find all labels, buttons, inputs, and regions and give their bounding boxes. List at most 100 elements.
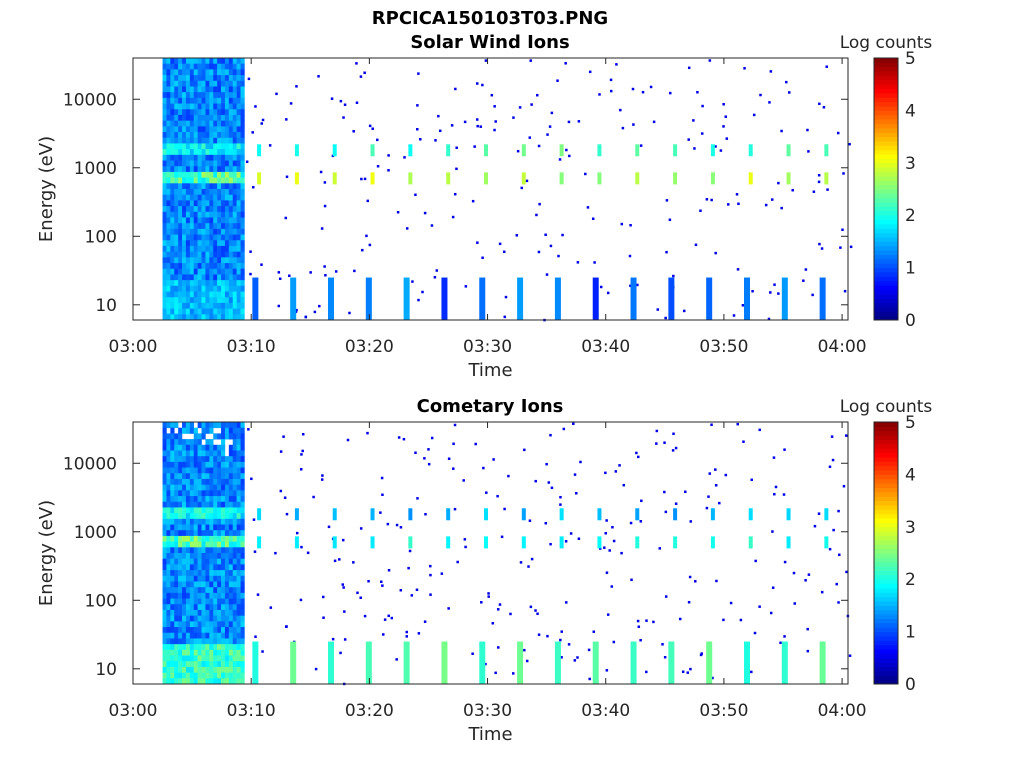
heatmap-cell bbox=[185, 507, 191, 514]
colorbar-swatch bbox=[874, 206, 898, 212]
heatmap-cell bbox=[621, 126, 625, 130]
heatmap-cell bbox=[201, 627, 206, 634]
heatmap-cell bbox=[240, 524, 245, 531]
heatmap-cell bbox=[348, 311, 351, 315]
heatmap-cell bbox=[201, 251, 206, 258]
heatmap-cell bbox=[236, 228, 241, 235]
heatmap-cell bbox=[189, 211, 194, 218]
heatmap-cell bbox=[240, 433, 245, 440]
heatmap-cell bbox=[232, 678, 237, 685]
heatmap-cell bbox=[217, 206, 222, 213]
heatmap-cell bbox=[228, 274, 233, 281]
panel-2: 03:00 03:10 03:20 03:30 03:40 03:50 04:00Time1… bbox=[36, 397, 932, 745]
heatmap-cell bbox=[213, 171, 218, 179]
heatmap-cell bbox=[217, 97, 222, 104]
heatmap-cell bbox=[166, 308, 171, 315]
heatmap-cell bbox=[355, 101, 359, 104]
heatmap-cell bbox=[201, 609, 206, 617]
heatmap-cell bbox=[178, 143, 183, 150]
colorbar-swatch bbox=[874, 657, 898, 663]
heatmap-cell bbox=[370, 144, 375, 157]
heatmap-cell bbox=[189, 245, 194, 253]
heatmap-cell bbox=[474, 442, 477, 446]
heatmap-cell bbox=[189, 473, 194, 480]
heatmap-cell bbox=[166, 302, 171, 310]
heatmap-cell bbox=[189, 439, 194, 446]
colorbar-swatch bbox=[874, 280, 898, 286]
heatmap-cell bbox=[170, 564, 175, 571]
heatmap-cell bbox=[301, 449, 304, 453]
heatmap-cell bbox=[166, 154, 171, 161]
heatmap-cell bbox=[764, 203, 768, 207]
heatmap-cell bbox=[236, 75, 241, 82]
heatmap-cell bbox=[476, 124, 479, 128]
heatmap-cell bbox=[806, 649, 810, 653]
heatmap-cell bbox=[684, 490, 687, 494]
heatmap-cell bbox=[197, 160, 202, 167]
heatmap-cell bbox=[182, 149, 187, 156]
heatmap-cell bbox=[549, 433, 552, 437]
heatmap-cell bbox=[366, 431, 369, 435]
heatmap-cell bbox=[232, 535, 237, 543]
heatmap-cell bbox=[549, 244, 553, 248]
heatmap-cell bbox=[166, 587, 171, 594]
heatmap-cell bbox=[213, 211, 218, 218]
heatmap-cell bbox=[162, 518, 167, 525]
heatmap-cell bbox=[205, 513, 210, 520]
heatmap-cell bbox=[240, 422, 245, 429]
heatmap-cell bbox=[236, 200, 241, 207]
heatmap-cell bbox=[162, 609, 167, 617]
colorbar-tick-label: 0 bbox=[905, 675, 916, 695]
heatmap-cell bbox=[224, 80, 230, 87]
heatmap-cell bbox=[217, 587, 222, 594]
heatmap-cell bbox=[166, 484, 171, 491]
heatmap-cell bbox=[170, 501, 175, 508]
heatmap-cell bbox=[217, 553, 222, 560]
heatmap-cell bbox=[201, 291, 206, 298]
heatmap-cell bbox=[224, 154, 230, 161]
heatmap-cell bbox=[240, 211, 245, 218]
colorbar-swatch bbox=[874, 644, 898, 650]
heatmap-cell bbox=[228, 467, 233, 474]
heatmap-cell bbox=[700, 652, 704, 655]
heatmap-cell bbox=[221, 217, 226, 224]
heatmap-cell bbox=[178, 604, 183, 611]
heatmap-cell bbox=[240, 592, 245, 599]
colorbar-swatch bbox=[874, 496, 898, 502]
heatmap-cell bbox=[224, 581, 230, 588]
heatmap-cell bbox=[224, 541, 230, 548]
heatmap-cell bbox=[610, 585, 614, 588]
heatmap-cell bbox=[415, 588, 419, 592]
heatmap-cell bbox=[193, 547, 198, 554]
heatmap-cell bbox=[562, 427, 566, 431]
heatmap-cell bbox=[197, 672, 202, 679]
heatmap-cell bbox=[236, 615, 241, 622]
heatmap-cell bbox=[193, 69, 198, 76]
heatmap-cell bbox=[178, 450, 183, 457]
colorbar-swatch bbox=[874, 79, 898, 85]
heatmap-cell bbox=[185, 627, 191, 634]
heatmap-cell bbox=[573, 473, 577, 476]
heatmap-cell bbox=[162, 200, 167, 207]
heatmap-cell bbox=[205, 92, 210, 99]
heatmap-cell bbox=[232, 627, 237, 634]
heatmap-cell bbox=[240, 257, 245, 264]
heatmap-cell bbox=[209, 558, 214, 565]
heatmap-cell bbox=[635, 508, 640, 521]
heatmap-cell bbox=[217, 80, 222, 87]
heatmap-cell bbox=[178, 149, 183, 156]
heatmap-cell bbox=[399, 588, 403, 592]
heatmap-cell bbox=[769, 611, 773, 615]
heatmap-cell bbox=[209, 609, 214, 617]
heatmap-cell bbox=[174, 92, 179, 99]
heatmap-cell bbox=[221, 621, 226, 628]
heatmap-cell bbox=[213, 535, 218, 543]
heatmap-cell bbox=[162, 97, 167, 104]
heatmap-cell bbox=[609, 78, 613, 82]
heatmap-cell bbox=[185, 183, 191, 190]
heatmap-cell bbox=[209, 666, 214, 674]
heatmap-cell bbox=[170, 308, 175, 315]
heatmap-cell bbox=[182, 92, 187, 99]
heatmap-cell bbox=[232, 490, 237, 497]
heatmap-cell bbox=[193, 228, 198, 235]
